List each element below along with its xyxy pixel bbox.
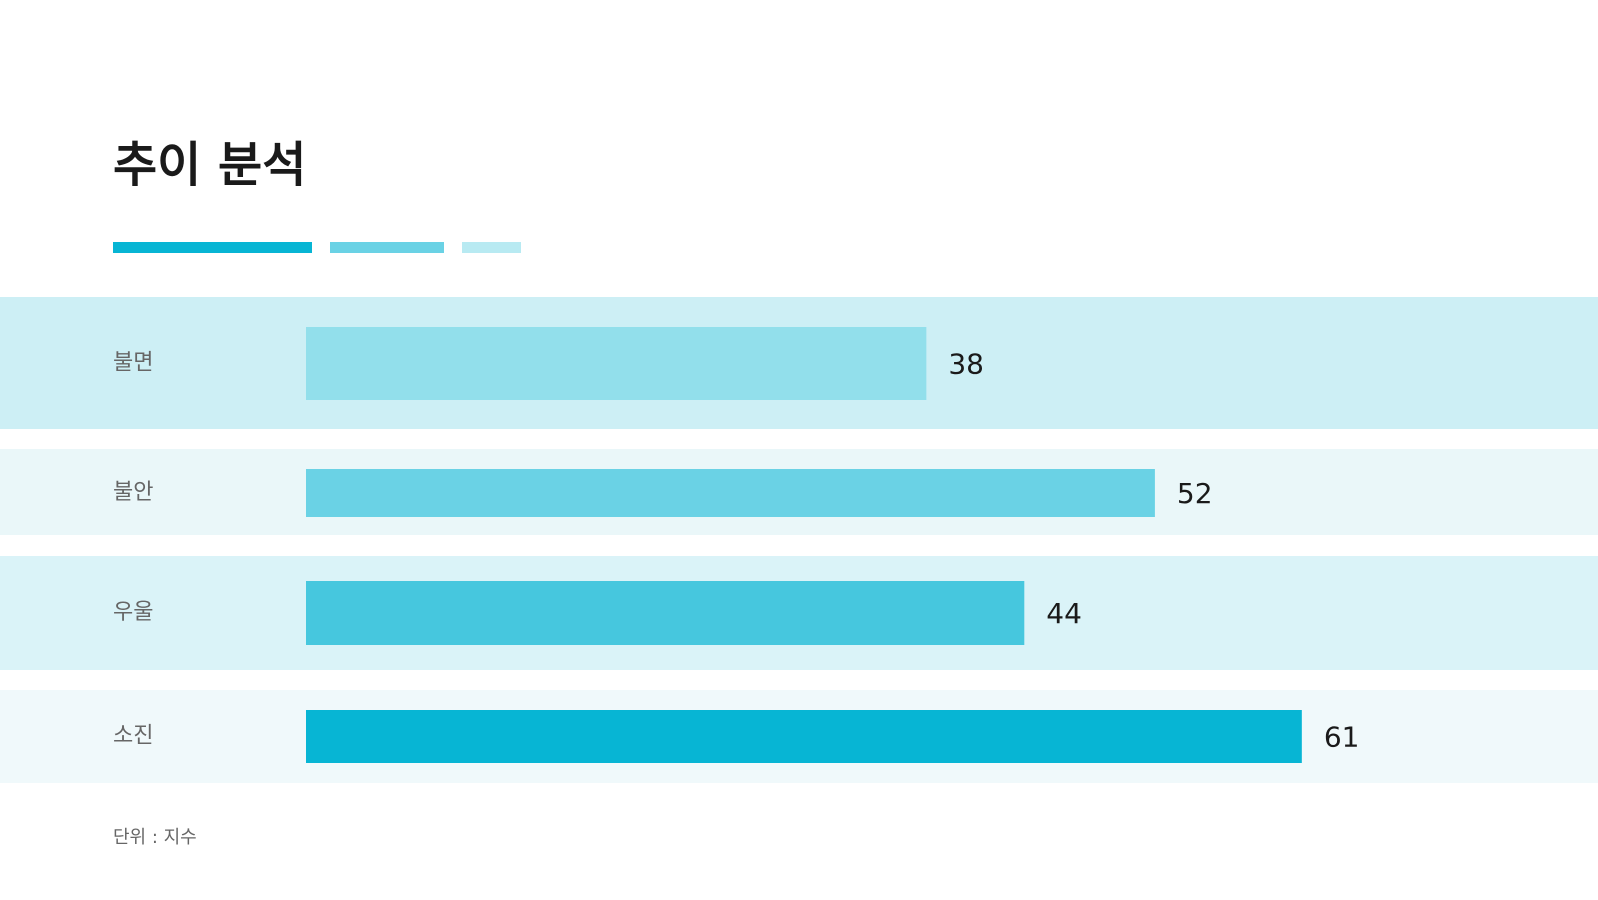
- bar: [306, 469, 1155, 517]
- title-accent: [330, 242, 444, 253]
- value-label: 38: [948, 348, 984, 381]
- category-label: 불안: [113, 480, 153, 505]
- value-label: 52: [1177, 477, 1213, 510]
- bar: [306, 581, 1025, 645]
- bar: [306, 710, 1302, 763]
- chart-title: 추이 분석: [113, 137, 306, 193]
- bar: [306, 327, 927, 400]
- title-accent: [462, 242, 521, 253]
- category-label: 불면: [113, 351, 153, 376]
- category-label: 우울: [113, 600, 153, 625]
- title-accent: [113, 242, 312, 253]
- category-label: 소진: [113, 724, 153, 749]
- value-label: 44: [1046, 597, 1082, 630]
- footnote: 단위 : 지수: [113, 827, 197, 848]
- value-label: 61: [1324, 721, 1360, 754]
